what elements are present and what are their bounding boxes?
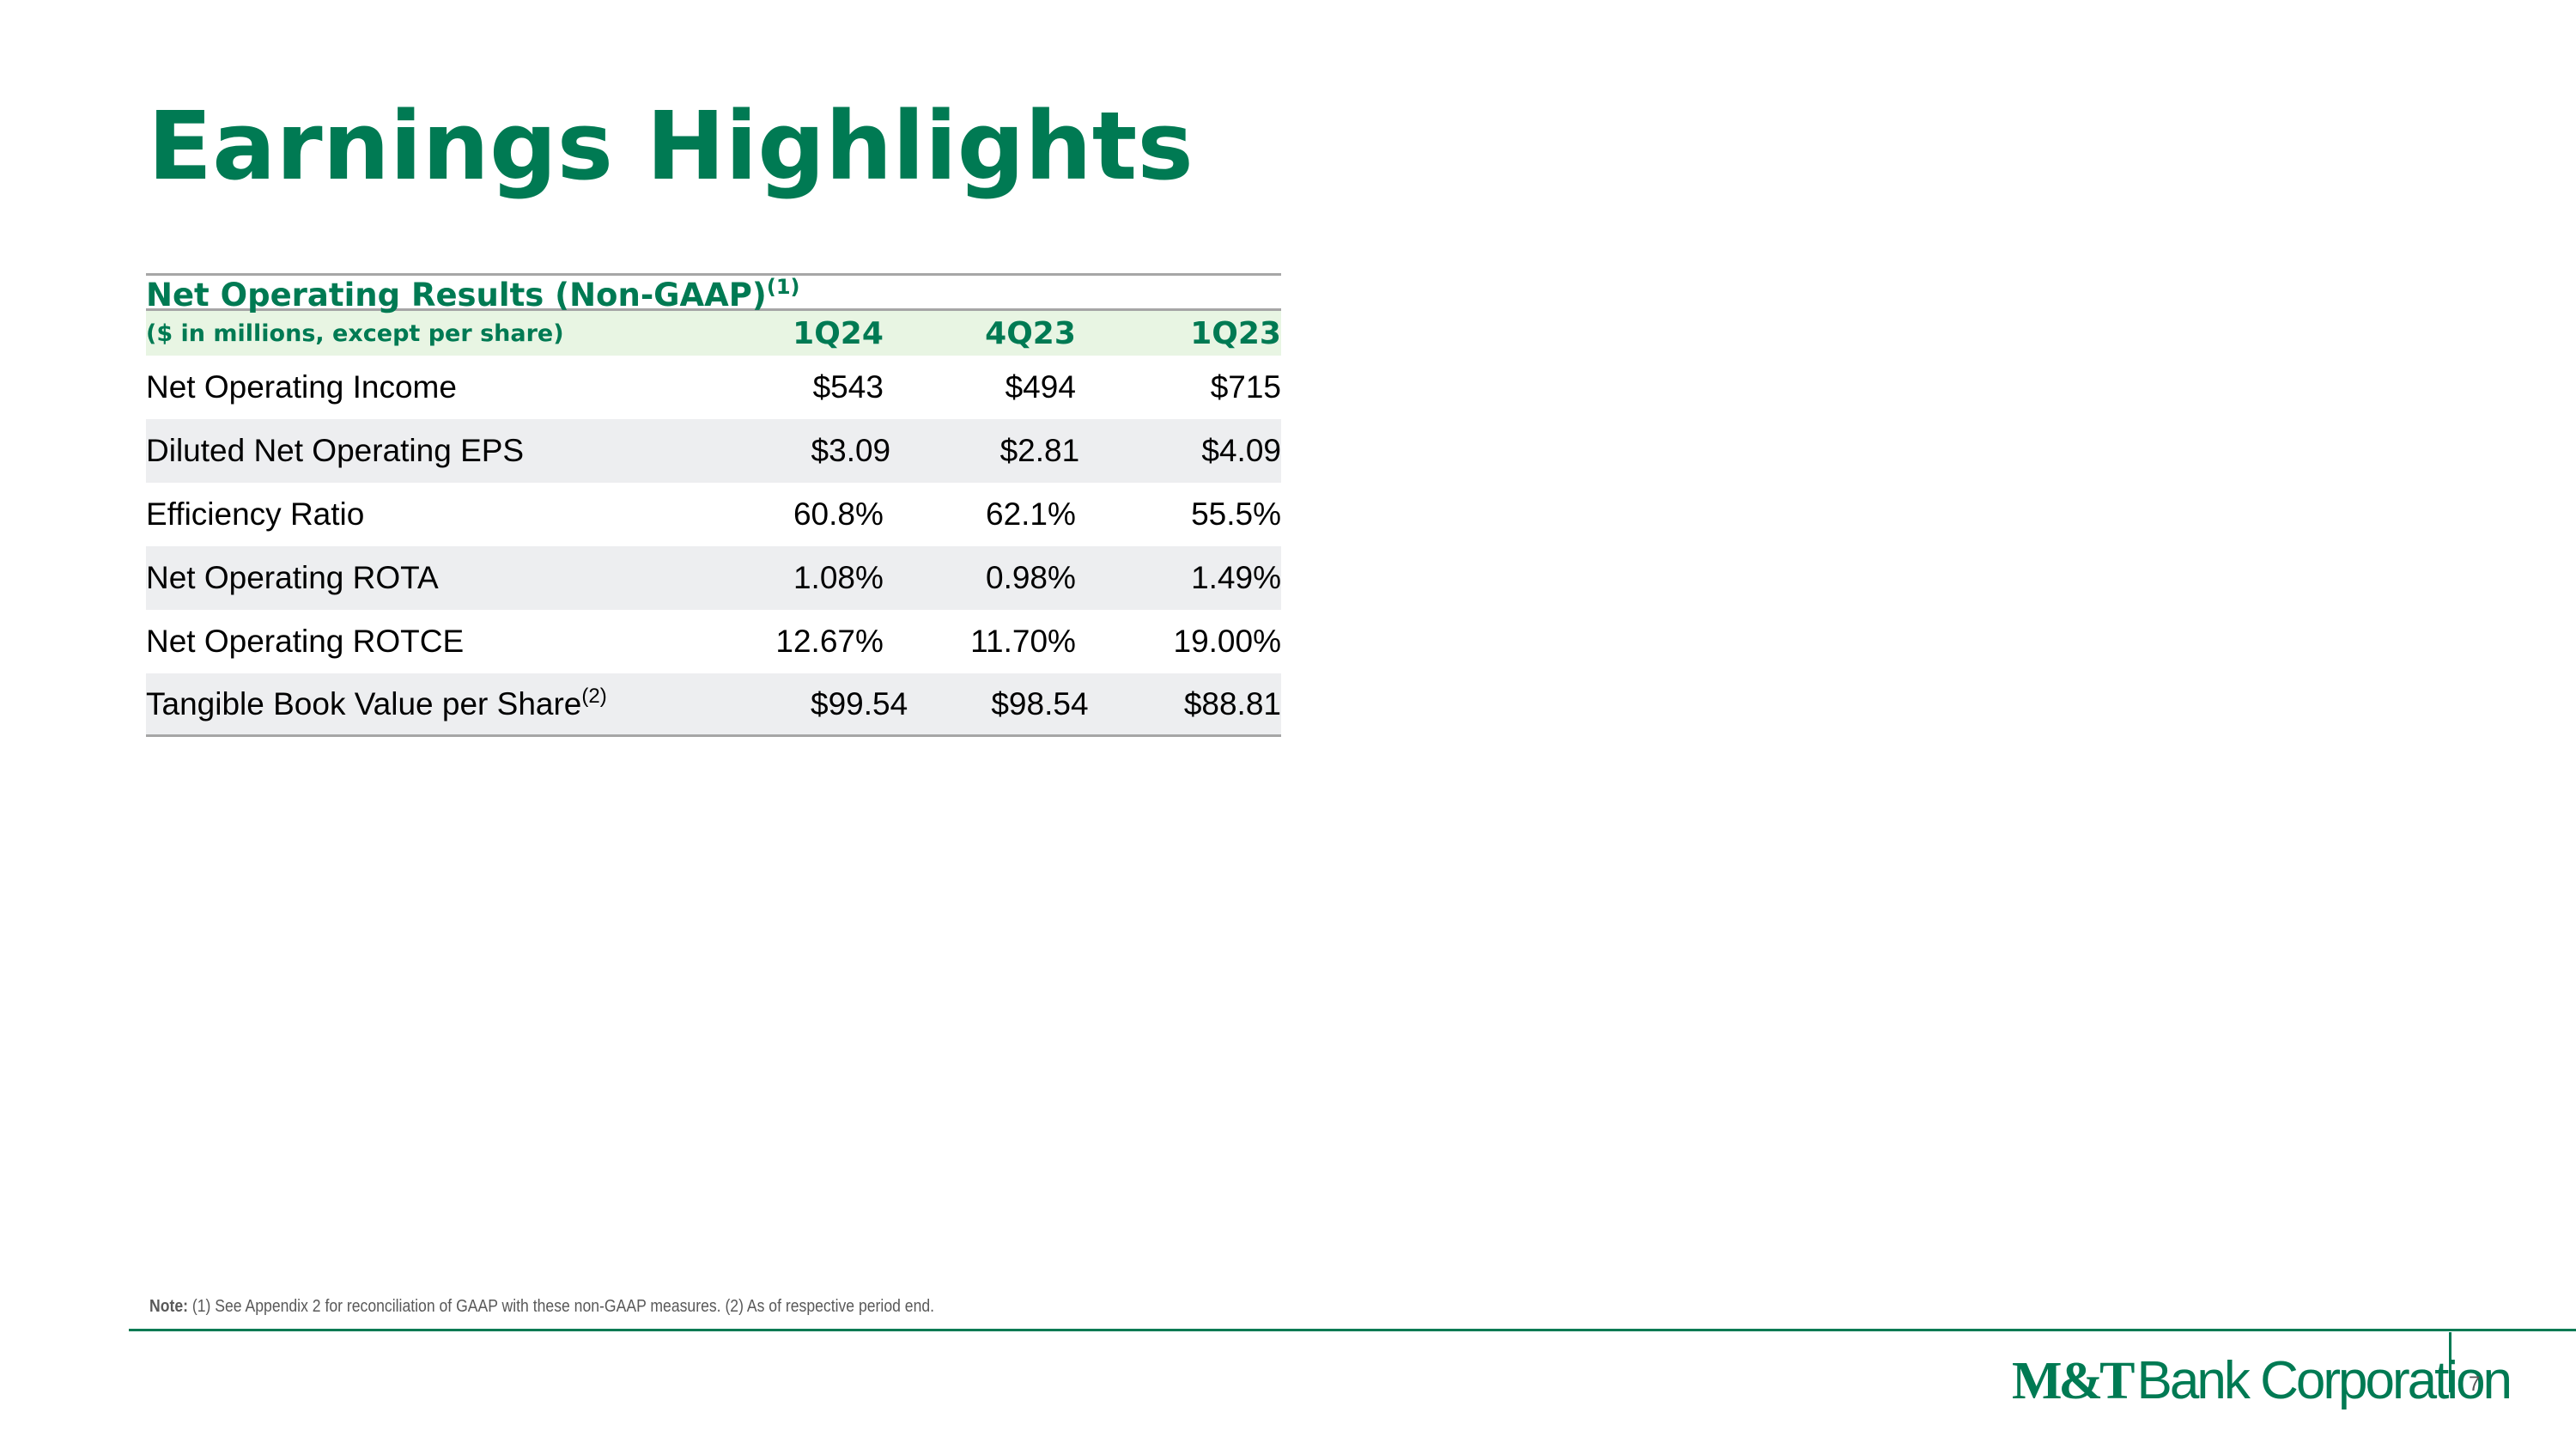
row-label-footnote: (2) [581,684,607,708]
cell-1q24: 12.67% [775,624,884,659]
table-row: Net Operating ROTCE 12.67% 11.70% 19.00% [146,610,1281,673]
cell-4q23: 11.70% [970,624,1076,659]
footer-rule [129,1329,2576,1331]
cell-1q23: $4.09 [1201,433,1281,468]
cell-1q23: $88.81 [1183,685,1281,721]
row-label: Net Operating Income [146,369,457,405]
column-header-4q23: 4Q23 [985,315,1076,351]
table-title-footnote: (1) [766,274,800,299]
cell-1q24: $3.09 [811,433,891,468]
footnote-note: Note: (1) See Appendix 2 for reconciliat… [149,1297,934,1317]
note-text: (1) See Appendix 2 for reconciliation of… [191,1297,935,1316]
cell-1q23: 1.49% [1191,560,1281,595]
table-title: Net Operating Results (Non-GAAP)(1) [146,271,799,314]
table-row: Efficiency Ratio 60.8% 62.1% 55.5% [146,483,1281,546]
cell-1q24: 1.08% [793,560,884,595]
row-label: Diluted Net Operating EPS [146,433,525,468]
cell-4q23: $494 [1005,369,1076,405]
row-label-text: Tangible Book Value per Share [146,685,582,721]
table-title-row: Net Operating Results (Non-GAAP)(1) [146,271,1281,314]
net-operating-results-table: Net Operating Results (Non-GAAP)(1) ($ i… [146,273,1281,737]
column-header-1q24: 1Q24 [793,315,884,351]
logo-text: Bank Corporation [2136,1351,2512,1410]
cell-4q23: 0.98% [986,560,1076,595]
cell-4q23: $2.81 [999,433,1080,468]
cell-1q24: $99.54 [811,685,908,721]
table-row: Net Operating Income $543 $494 $715 [146,356,1281,419]
cell-1q24: 60.8% [793,496,884,532]
table-row: Diluted Net Operating EPS $3.09 $2.81 $4… [146,419,1281,483]
footer-divider [2449,1332,2451,1392]
logo-mark: M&T [2012,1352,2136,1410]
row-label: Net Operating ROTA [146,560,439,595]
column-header-1q23: 1Q23 [1190,315,1281,351]
cell-4q23: 62.1% [986,496,1076,532]
units-label: ($ in millions, except per share) [146,320,564,347]
cell-1q23: 19.00% [1173,624,1282,659]
page-title: Earnings Highlights [148,91,1194,201]
table-row: Tangible Book Value per Share(2) $99.54 … [146,673,1281,737]
cell-1q24: $543 [812,369,884,405]
table-row: Net Operating ROTA 1.08% 0.98% 1.49% [146,546,1281,610]
cell-4q23: $98.54 [991,685,1089,721]
cell-1q23: 55.5% [1191,496,1281,532]
row-label: Efficiency Ratio [146,496,365,532]
row-label: Tangible Book Value per Share(2) [146,685,607,722]
page-number: 7 [2469,1373,2481,1396]
cell-1q23: $715 [1210,369,1281,405]
note-label: Note: [149,1297,188,1316]
table-header-row: ($ in millions, except per share) 1Q24 4… [146,311,1281,356]
table-title-text: Net Operating Results (Non-GAAP) [146,276,767,314]
row-label: Net Operating ROTCE [146,624,465,659]
mt-bank-logo: M&TBank Corporation [2012,1351,2512,1411]
